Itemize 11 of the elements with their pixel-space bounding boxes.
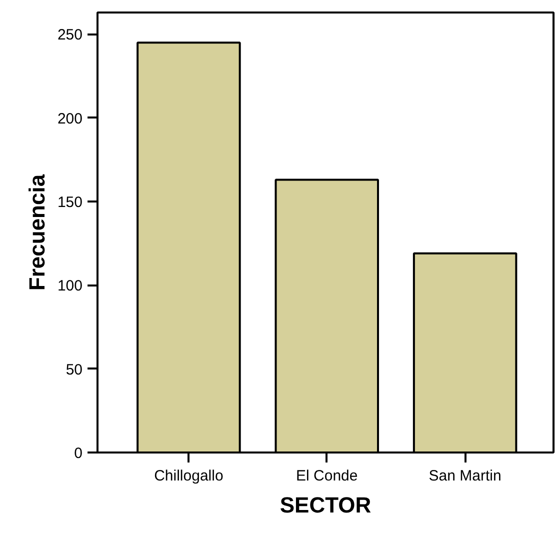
y-tick-label: 250 — [57, 26, 83, 44]
x-tick-label: San Martin — [428, 468, 502, 484]
y-tick-label: 150 — [57, 194, 83, 212]
y-tick-label: 50 — [66, 361, 83, 378]
y-axis-title: Frecuencia — [24, 174, 50, 291]
y-tick-label: 200 — [57, 110, 83, 128]
y-tick-label: 100 — [57, 278, 83, 295]
y-tick-label: 0 — [74, 445, 82, 462]
x-tick-label: Chillogallo — [154, 468, 224, 484]
x-tick-label: El Conde — [296, 468, 358, 484]
x-axis-title: SECTOR — [280, 492, 372, 518]
